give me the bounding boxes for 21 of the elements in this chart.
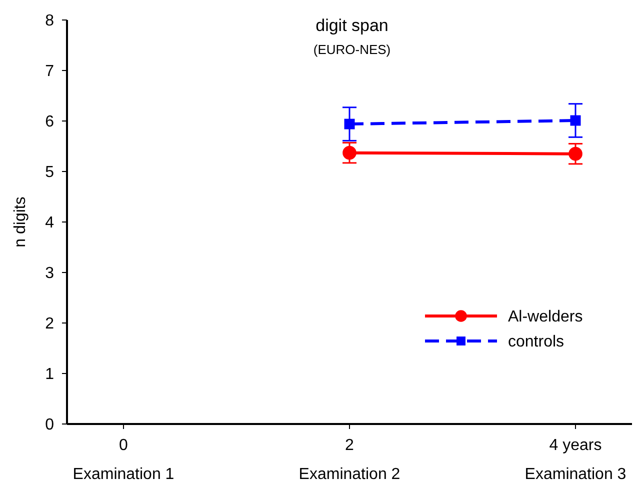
y-tick-label: 2	[45, 316, 54, 333]
legend-label: Al-welders	[508, 308, 583, 326]
chart-title: digit span	[316, 16, 388, 35]
point	[342, 146, 356, 160]
y-tick-label: 4	[45, 214, 54, 232]
y-tick-label: 7	[45, 63, 54, 80]
x-tick-label: 2 Examination 2	[298, 437, 400, 483]
x-tick-label: 4 years Examination 3	[524, 437, 626, 483]
y-tick-label: 1	[45, 366, 54, 384]
y-tick-label: 8	[45, 12, 54, 30]
x-tick-label: 0 Examination 1	[72, 437, 174, 483]
y-tick-label: 0	[45, 416, 54, 434]
y-axis-title: n digits	[12, 196, 29, 248]
legend-label: controls	[508, 334, 564, 351]
point	[568, 146, 582, 161]
y-tick-label: 3	[45, 265, 54, 282]
point	[570, 115, 581, 126]
point	[344, 118, 355, 130]
text: (EURO-NES)	[313, 42, 391, 57]
y-tick-label: 5	[45, 164, 54, 182]
y-tick-label: 6	[45, 114, 54, 131]
